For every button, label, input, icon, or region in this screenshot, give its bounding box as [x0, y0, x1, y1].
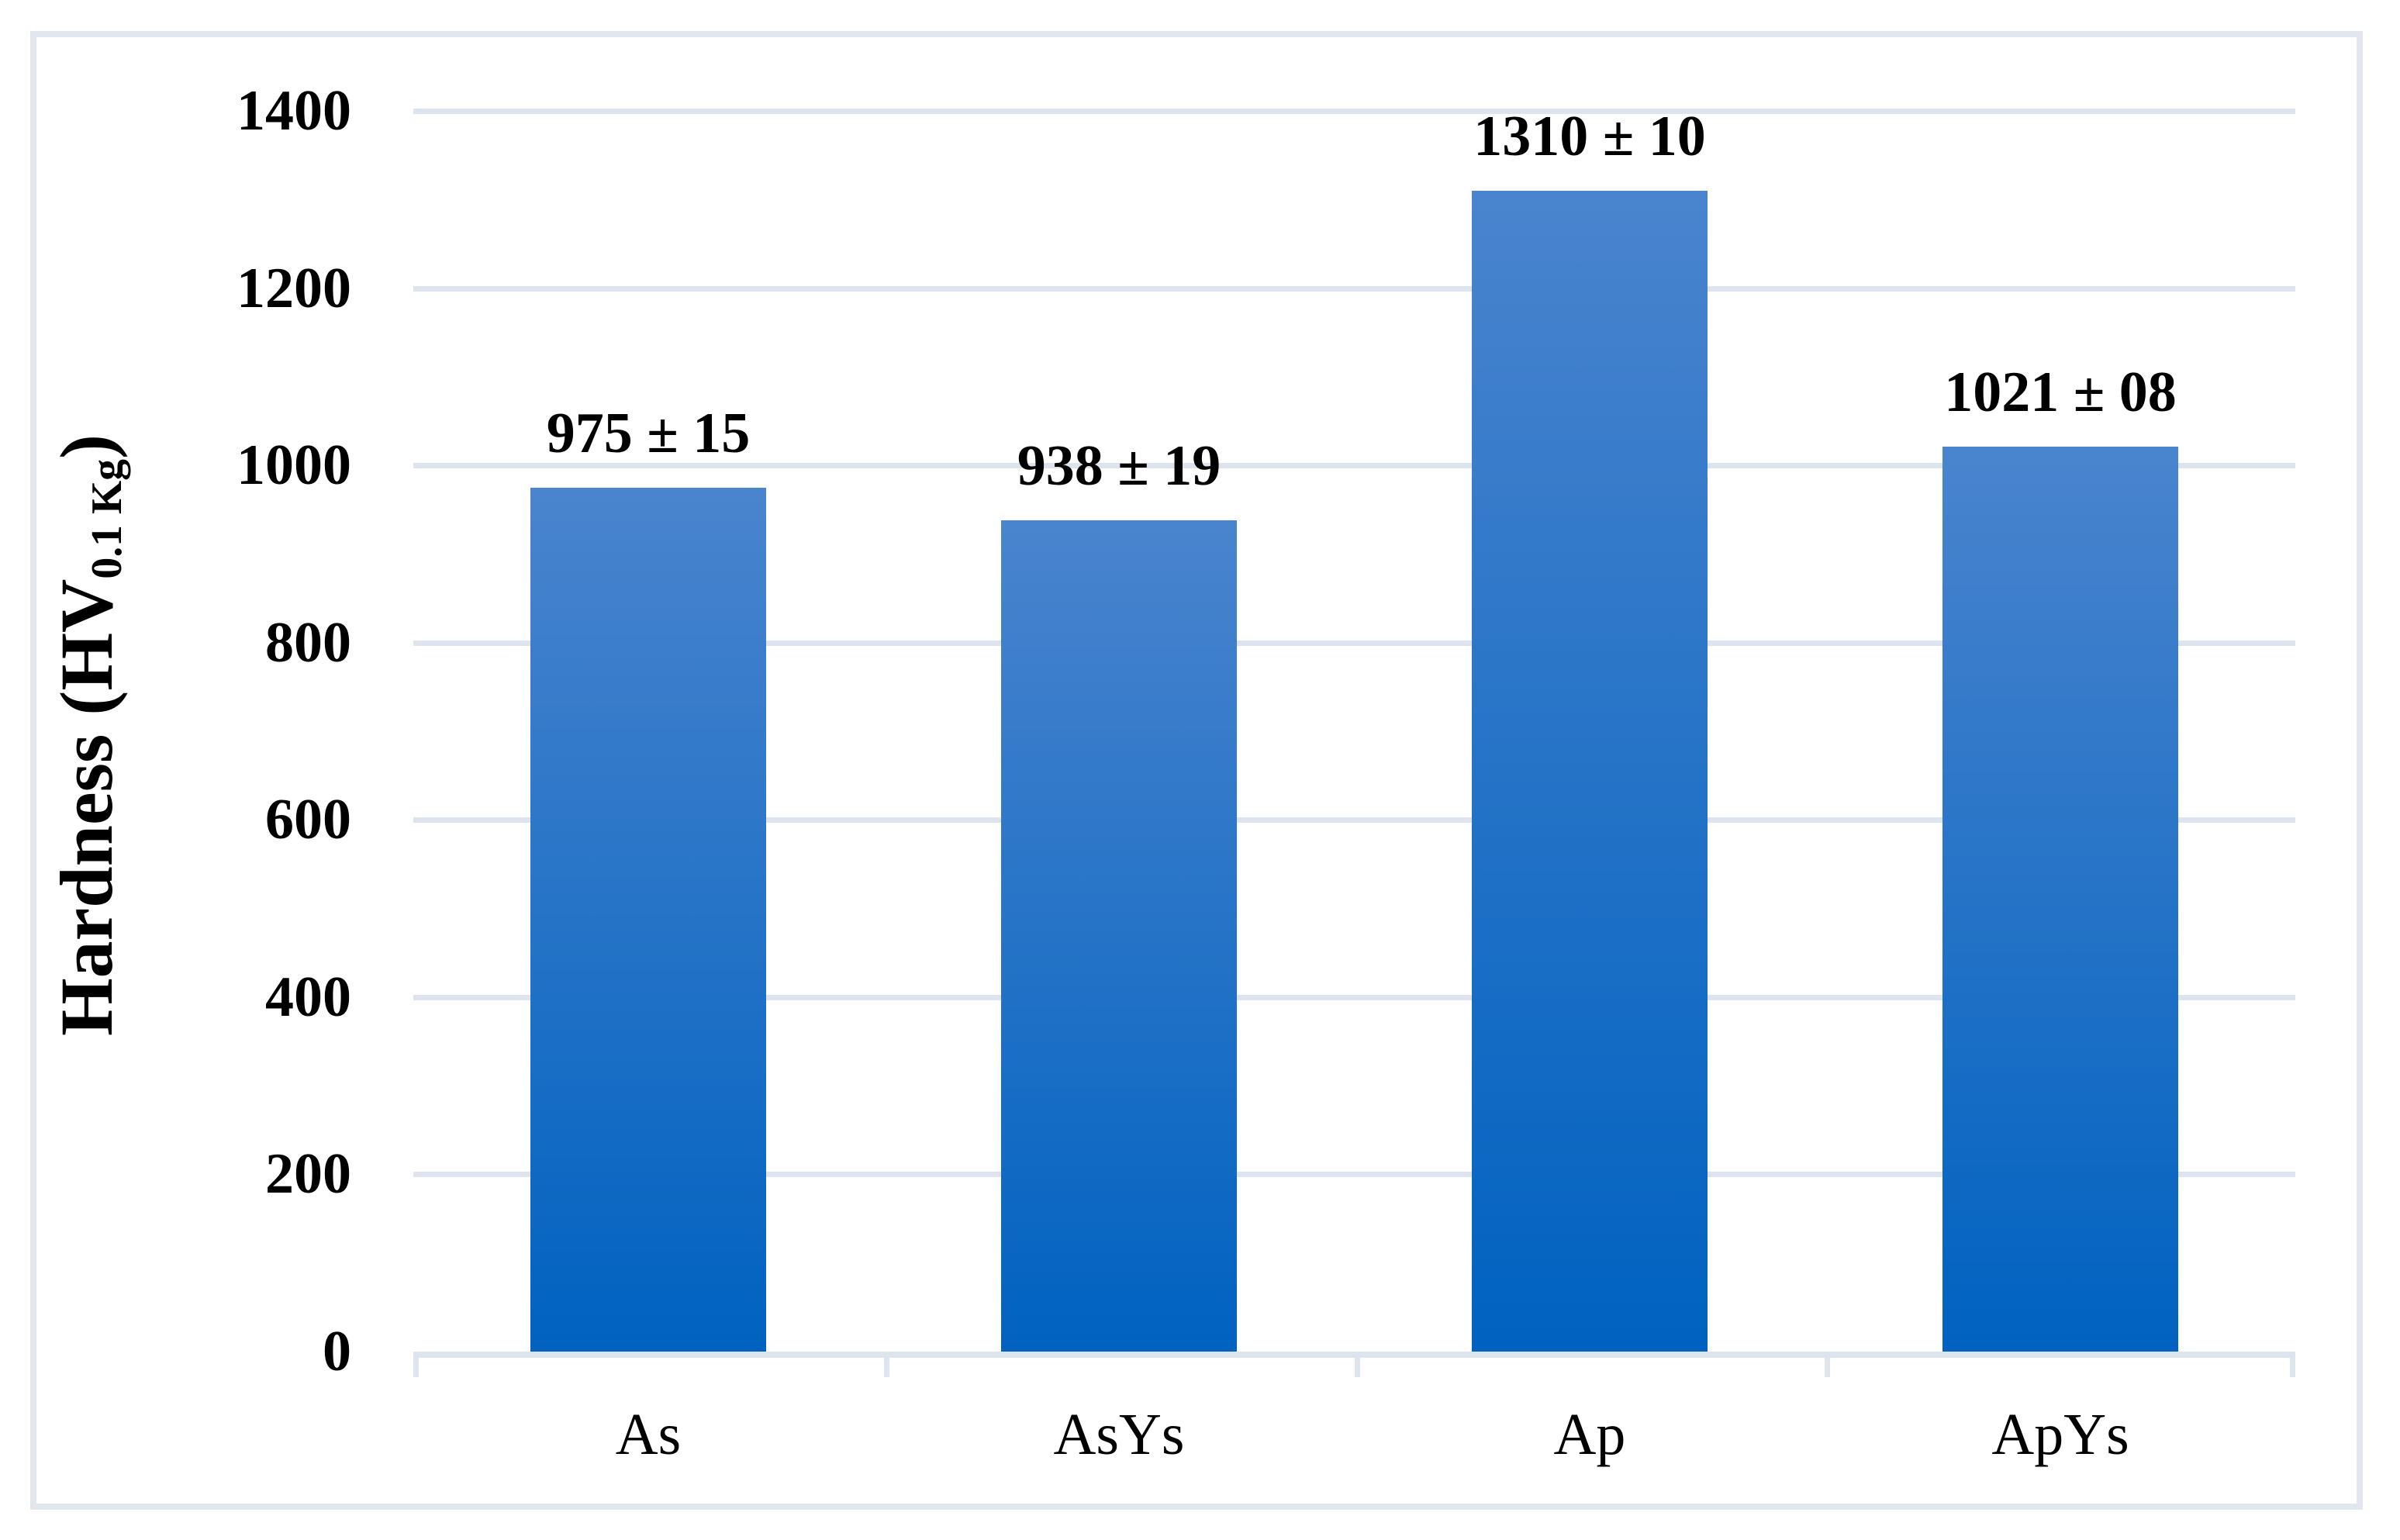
x-axis-line — [413, 1352, 2295, 1358]
figure-border — [30, 31, 2363, 1510]
value-label-Ap: 1310 ± 10 — [1473, 105, 1706, 168]
x-axis-tick-2 — [1355, 1352, 1360, 1377]
gridline-1400 — [413, 109, 2295, 114]
y-tick-label-400: 400 — [265, 965, 351, 1029]
x-category-label-ApYs: ApYs — [1991, 1402, 2129, 1467]
gridline-400 — [413, 994, 2295, 1000]
gridline-1200 — [413, 285, 2295, 292]
y-tick-label-200: 200 — [265, 1142, 351, 1206]
value-label-ApYs: 1021 ± 08 — [1944, 361, 2177, 424]
bar-Ap — [1472, 191, 1708, 1352]
y-tick-label-1200: 1200 — [237, 257, 351, 320]
gridline-800 — [413, 640, 2295, 646]
bar-AsYs — [1001, 520, 1237, 1352]
x-category-label-Ap: Ap — [1553, 1402, 1626, 1467]
value-label-As: 975 ± 15 — [546, 402, 751, 465]
plot-area: 975 ± 15 938 ± 19 1310 ± 10 1021 ± 08 — [413, 105, 2295, 1377]
x-category-label-As: As — [615, 1402, 682, 1467]
bar-As — [530, 488, 766, 1352]
x-axis-tick-1 — [884, 1352, 889, 1377]
value-label-AsYs: 938 ± 19 — [1017, 434, 1221, 498]
bar-ApYs — [1942, 447, 2178, 1352]
y-tick-label-0: 0 — [323, 1320, 351, 1383]
y-tick-label-800: 800 — [265, 611, 351, 675]
y-tick-label-1000: 1000 — [237, 433, 351, 497]
x-axis-tick-3 — [1825, 1352, 1830, 1377]
y-axis-title: Hardness (HV0.1 Kg) — [39, 192, 135, 1278]
x-axis-tick-4 — [2290, 1352, 2295, 1377]
gridline-600 — [413, 817, 2295, 824]
x-axis-tick-0 — [413, 1352, 419, 1377]
x-category-label-AsYs: AsYs — [1053, 1402, 1185, 1467]
gridline-200 — [413, 1172, 2295, 1178]
gridline-1000 — [413, 463, 2295, 469]
y-tick-label-600: 600 — [265, 788, 351, 851]
y-tick-label-1400: 1400 — [237, 79, 351, 143]
